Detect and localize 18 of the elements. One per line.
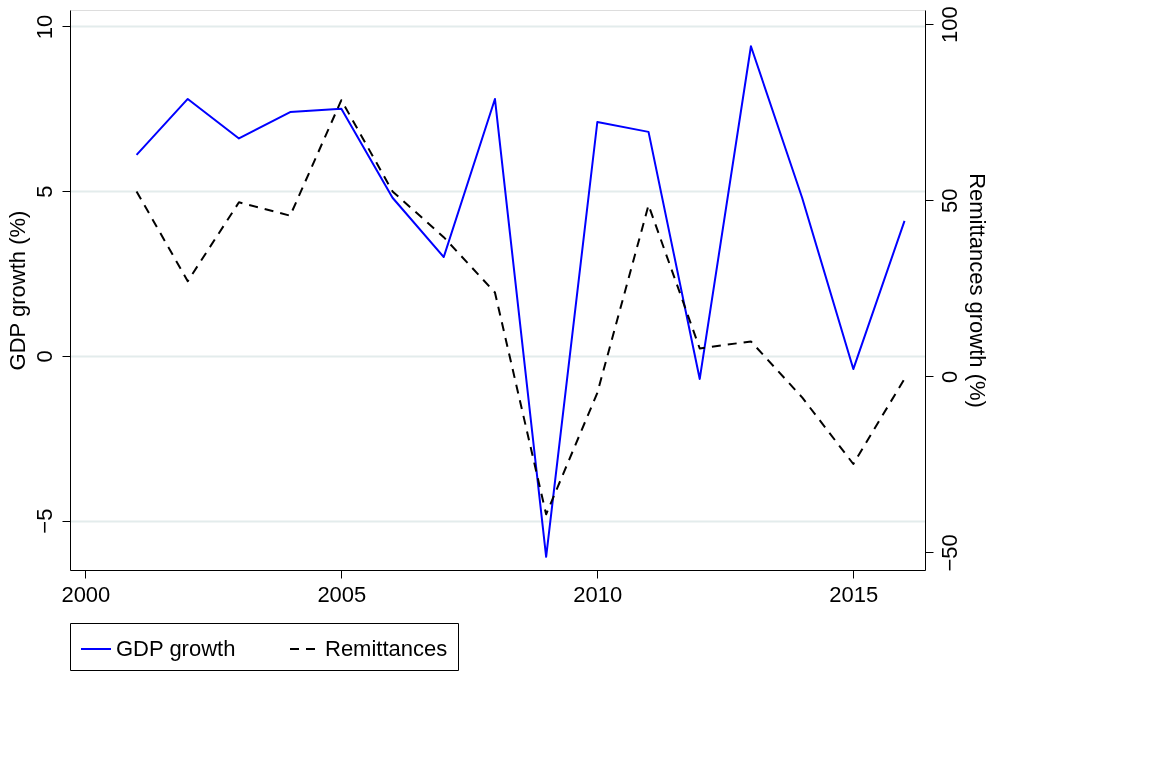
x-tick-label: 2000 (61, 581, 111, 607)
line-series (135, 99, 906, 516)
x-tick-label: 2015 (829, 581, 879, 607)
y2-axis-title: Remittances growth (%) (964, 173, 990, 408)
x-tick-label: 2010 (573, 581, 623, 607)
legend-label: Remittances (325, 636, 448, 661)
y-tick-label: 5 (31, 185, 57, 198)
legend-label: GDP growth (116, 636, 236, 661)
y2-tick-label: 100 (936, 6, 962, 43)
y-axis-title: GDP growth (%) (4, 210, 30, 371)
y2-tick-label: 0 (936, 370, 962, 383)
line-series (135, 45, 906, 558)
x-tick-label: 2005 (317, 581, 367, 607)
y2-tick-label: −50 (936, 534, 962, 572)
y-tick-label: −5 (31, 508, 57, 534)
y2-tick-label: 50 (936, 188, 962, 213)
y-tick-label: 0 (31, 350, 57, 363)
y-tick-label: 10 (31, 14, 57, 40)
